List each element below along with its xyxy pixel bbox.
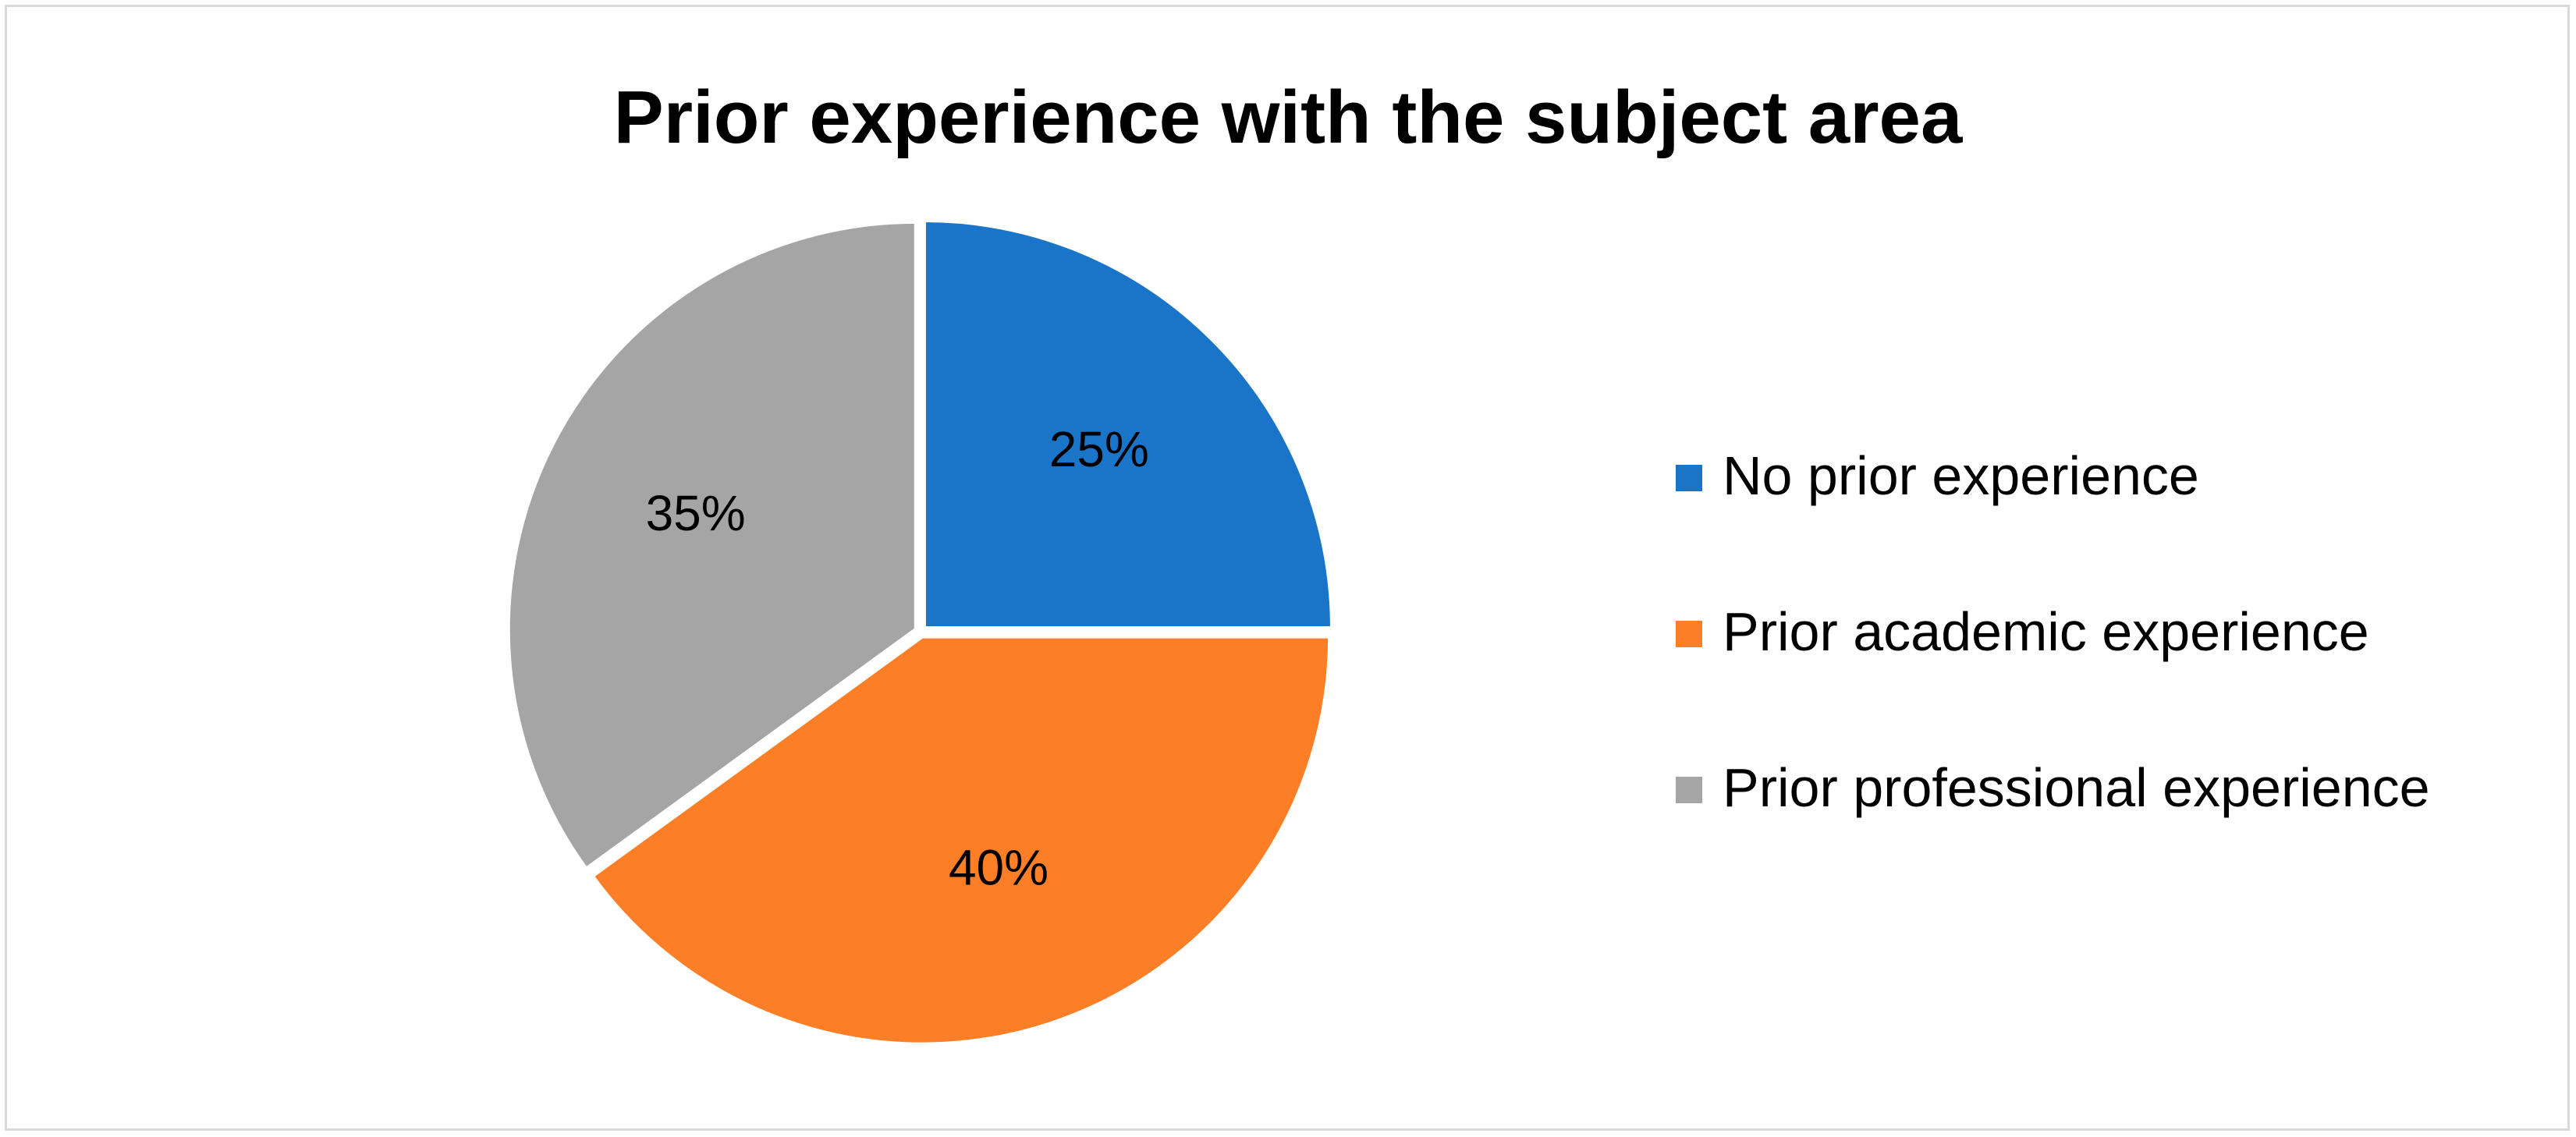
data-label-prior-academic-experience: 40% xyxy=(949,840,1048,896)
pie-slice-no-prior-experience xyxy=(922,219,1333,630)
legend-label-prior-academic-experience: Prior academic experience xyxy=(1723,601,2369,662)
legend-item-no-prior-experience: No prior experience xyxy=(1676,437,2549,593)
pie-data-labels: 25% 40% 35% xyxy=(646,421,1149,896)
pie-slice-prior-professional-experience xyxy=(506,220,917,871)
legend-label-no-prior-experience: No prior experience xyxy=(1723,445,2199,506)
pie-slices xyxy=(506,219,1333,1046)
chart-title: Prior experience with the subject area xyxy=(613,76,1963,159)
data-label-prior-professional-experience: 35% xyxy=(646,485,746,541)
legend-label-prior-professional-experience: Prior professional experience xyxy=(1723,757,2430,818)
legend-swatch-prior-academic-experience xyxy=(1676,621,1702,647)
legend-item-prior-professional-experience: Prior professional experience xyxy=(1676,749,2549,905)
pie-slice-prior-academic-experience xyxy=(591,635,1332,1046)
data-label-no-prior-experience: 25% xyxy=(1049,421,1149,477)
chart-legend: No prior experience Prior academic exper… xyxy=(1676,437,2549,905)
legend-item-prior-academic-experience: Prior academic experience xyxy=(1676,593,2549,749)
legend-swatch-no-prior-experience xyxy=(1676,465,1702,491)
legend-swatch-prior-professional-experience xyxy=(1676,777,1702,803)
